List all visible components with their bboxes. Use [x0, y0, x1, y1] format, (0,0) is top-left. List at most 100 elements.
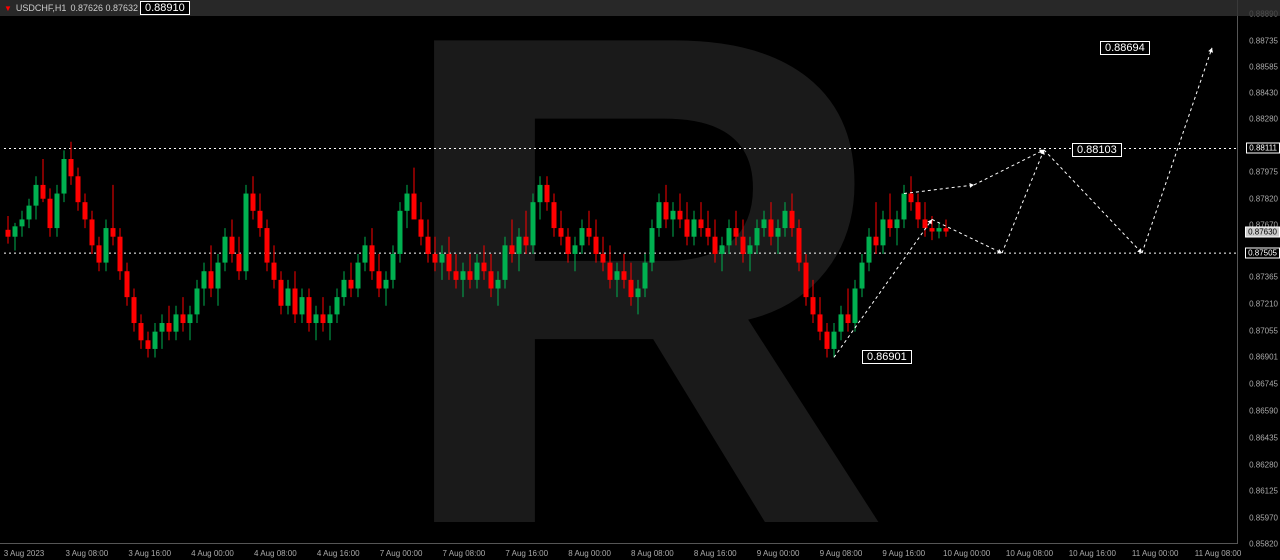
y-axis-tick: 0.86280: [1249, 460, 1278, 469]
candle-body: [797, 228, 802, 263]
candle-body: [55, 194, 60, 229]
candle-body: [454, 271, 459, 280]
forecast-line: [1002, 150, 1044, 253]
candle-body: [377, 271, 382, 288]
candle-body: [937, 228, 942, 231]
y-axis-tick: 0.87975: [1249, 167, 1278, 176]
y-axis-current-price: 0.87630: [1245, 226, 1280, 237]
candle-body: [615, 271, 620, 280]
candle-body: [629, 280, 634, 297]
candle-body: [783, 211, 788, 228]
x-axis-tick: 9 Aug 16:00: [882, 549, 925, 558]
candle-body: [349, 280, 354, 289]
candle-body: [300, 297, 305, 314]
chart-header: ▼ USDCHF,H1 0.87626 0.87632 0.876: [0, 0, 1280, 16]
y-axis-tick: 0.85970: [1249, 514, 1278, 523]
y-axis-tick: 0.87210: [1249, 300, 1278, 309]
x-axis-tick: 7 Aug 16:00: [505, 549, 548, 558]
forecast-arrow-icon: [1137, 248, 1142, 253]
candle-body: [587, 228, 592, 237]
x-axis-tick: 7 Aug 08:00: [443, 549, 486, 558]
y-axis-tick: 0.86590: [1249, 407, 1278, 416]
candle-body: [496, 280, 501, 289]
y-axis-tick: 0.87055: [1249, 326, 1278, 335]
candle-body: [426, 237, 431, 254]
candle-body: [6, 230, 11, 237]
candle-body: [279, 280, 284, 306]
candle-body: [517, 237, 522, 254]
candle-body: [34, 185, 39, 206]
x-axis-tick: 11 Aug 08:00: [1195, 549, 1242, 558]
candle-body: [657, 202, 662, 228]
candle-body: [146, 340, 151, 349]
candle-body: [230, 237, 235, 254]
candle-body: [762, 219, 767, 228]
candle-body: [811, 297, 816, 314]
candle-body: [391, 254, 396, 280]
candle-body: [132, 297, 137, 323]
candle-body: [720, 245, 725, 254]
candle-body: [293, 288, 298, 314]
y-axis-tick: 0.86901: [1249, 353, 1278, 362]
candle-body: [580, 228, 585, 245]
candle-body: [888, 219, 893, 228]
chart-svg[interactable]: [0, 0, 1280, 560]
candle-body: [125, 271, 130, 297]
x-axis-tick: 10 Aug 00:00: [943, 549, 990, 558]
candle-body: [384, 280, 389, 289]
candle-body: [699, 219, 704, 228]
candle-body: [846, 314, 851, 323]
candle-body: [314, 314, 319, 323]
y-axis-tick: 0.88430: [1249, 89, 1278, 98]
candle-body: [895, 219, 900, 228]
candle-body: [195, 288, 200, 314]
forecast-arrow-icon: [969, 183, 974, 188]
candle-body: [216, 263, 221, 289]
y-axis-tick: 0.86745: [1249, 380, 1278, 389]
candle-body: [398, 211, 403, 254]
candle-body: [538, 185, 543, 202]
x-axis-tick: 7 Aug 00:00: [380, 549, 423, 558]
candle-body: [944, 228, 949, 231]
x-axis-tick: 8 Aug 08:00: [631, 549, 674, 558]
candle-body: [160, 323, 165, 332]
candle-body: [363, 245, 368, 262]
candle-body: [923, 219, 928, 228]
candle-body: [727, 228, 732, 245]
x-axis-tick: 4 Aug 16:00: [317, 549, 360, 558]
candle-body: [174, 314, 179, 331]
candle-body: [286, 288, 291, 305]
candle-body: [650, 228, 655, 263]
candle-body: [104, 228, 109, 263]
candle-body: [734, 228, 739, 237]
x-axis-tick: 3 Aug 16:00: [128, 549, 171, 558]
top-price-box: 0.88910: [140, 1, 190, 15]
candle-body: [545, 185, 550, 202]
candle-body: [370, 245, 375, 271]
candle-body: [930, 228, 935, 231]
candle-body: [776, 228, 781, 237]
candle-body: [902, 194, 907, 220]
x-axis-tick: 4 Aug 08:00: [254, 549, 297, 558]
y-axis-tick: 0.88585: [1249, 62, 1278, 71]
candle-body: [27, 206, 32, 220]
candle-body: [76, 176, 81, 202]
x-axis-tick: 3 Aug 2023: [4, 549, 44, 558]
candle-body: [853, 288, 858, 323]
y-axis-tick: 0.88735: [1249, 36, 1278, 45]
candle-body: [804, 263, 809, 298]
candle-body: [531, 202, 536, 245]
candle-body: [566, 237, 571, 254]
candle-body: [405, 194, 410, 211]
symbol-label: USDCHF,H1: [16, 3, 67, 13]
candle-body: [307, 297, 312, 323]
candle-body: [748, 245, 753, 254]
candle-body: [153, 332, 158, 349]
candle-body: [419, 219, 424, 236]
dropdown-arrow-icon[interactable]: ▼: [4, 4, 12, 13]
candle-body: [90, 219, 95, 245]
candle-body: [13, 226, 18, 236]
x-axis-tick: 3 Aug 08:00: [65, 549, 108, 558]
candle-body: [237, 254, 242, 271]
candle-body: [412, 194, 417, 220]
